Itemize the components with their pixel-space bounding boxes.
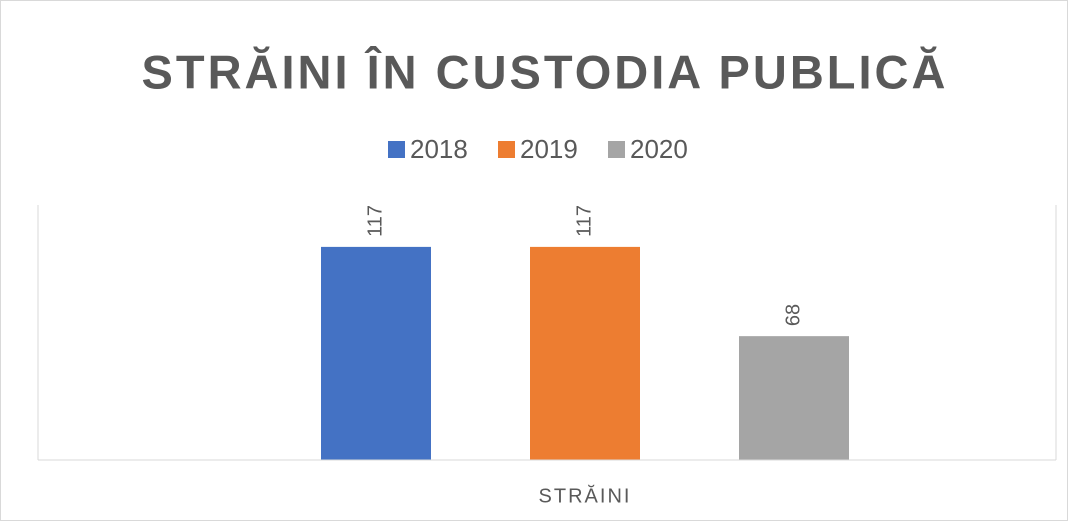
legend-label: 2020 [630, 134, 688, 164]
legend-swatch [498, 141, 515, 158]
x-tick-label: STRĂINI [539, 484, 632, 507]
data-label: 117 [573, 205, 595, 237]
legend-label: 2019 [520, 134, 578, 164]
bar [739, 336, 849, 460]
chart-title: STRĂINI ÎN CUSTODIA PUBLICĂ [142, 45, 949, 98]
legend-label: 2018 [410, 134, 468, 164]
data-label: 117 [364, 205, 386, 237]
data-label: 68 [782, 304, 804, 326]
bar [321, 246, 431, 460]
legend-swatch [388, 141, 405, 158]
legend-swatch [608, 141, 625, 158]
bar [530, 246, 640, 460]
